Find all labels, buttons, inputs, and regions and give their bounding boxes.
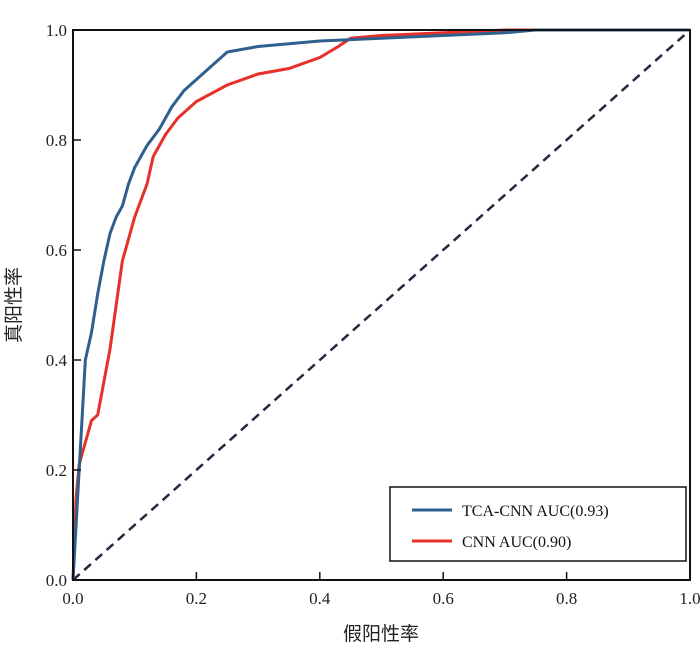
x-tick-label: 0.8 — [556, 589, 577, 608]
legend-label-cnn: CNN AUC(0.90) — [462, 534, 571, 551]
x-tick-label: 0.0 — [62, 589, 83, 608]
x-tick-label: 0.6 — [433, 589, 454, 608]
y-tick-label: 0.2 — [46, 461, 67, 480]
y-tick-label: 0.6 — [46, 241, 67, 260]
x-tick-label: 0.2 — [186, 589, 207, 608]
plot-frame — [72, 29, 691, 581]
y-tick-label: 0.0 — [46, 571, 67, 590]
y-tick-label: 0.8 — [46, 131, 67, 150]
series-line-tca-cnn-auc-0-93 — [71, 28, 690, 581]
x-tick-label: 0.4 — [309, 589, 331, 608]
legend-label-tca-cnn: TCA-CNN AUC(0.93) — [462, 503, 609, 520]
y-axis-label: 真阳性率 — [3, 267, 25, 343]
x-axis-label: 假阳性率 — [343, 623, 419, 645]
legend-box — [389, 486, 687, 562]
series-line-chance — [72, 29, 691, 581]
y-tick-label: 0.4 — [46, 351, 68, 370]
legend: TCA-CNN AUC(0.93) CNN AUC(0.90) — [389, 486, 687, 562]
y-tick-label: 1.0 — [46, 21, 67, 40]
x-tick-label: 1.0 — [679, 589, 700, 608]
